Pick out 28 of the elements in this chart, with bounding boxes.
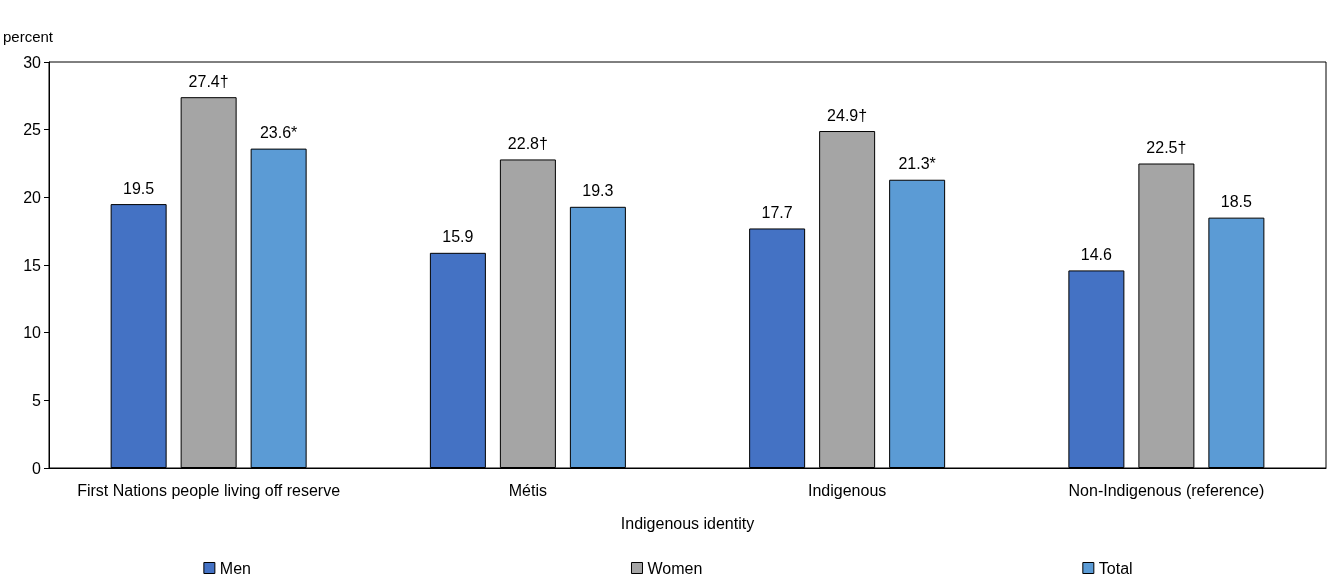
data-label: 22.5† [1146,139,1187,156]
x-tick-label: Indigenous [807,481,887,499]
y-axis-title: percent [3,28,54,45]
data-label: 19.5 [123,179,155,197]
data-label: 14.6 [1080,245,1113,263]
y-tick-label: 25 [23,121,42,139]
data-label: 22.8† [507,134,548,152]
data-label: 27.4† [188,72,229,90]
legend-label: Total [1098,559,1133,577]
data-label: 18.5 [1220,193,1253,211]
y-tick-label: 15 [23,256,42,274]
y-tick-label: 0 [32,459,42,477]
data-label: 15.9 [442,228,474,246]
y-tick-label: 30 [23,53,42,71]
x-tick-label: Métis [508,481,547,499]
legend-label: Men [219,559,251,577]
data-label: 17.7 [761,203,793,221]
x-axis-title: Indigenous identity [620,514,755,532]
y-tick-label: 10 [23,324,42,342]
data-label: 19.3 [582,182,614,200]
legend-label: Women [647,559,703,577]
data-label: 24.9† [827,106,868,124]
x-tick-label: First Nations people living off reserve [77,481,341,499]
y-tick-label: 20 [23,188,42,206]
y-tick-label: 5 [32,391,42,409]
x-tick-label: Non-Indigenous (reference) [1068,481,1265,499]
data-label: 23.6* [259,124,298,142]
data-label: 21.3* [898,155,936,173]
